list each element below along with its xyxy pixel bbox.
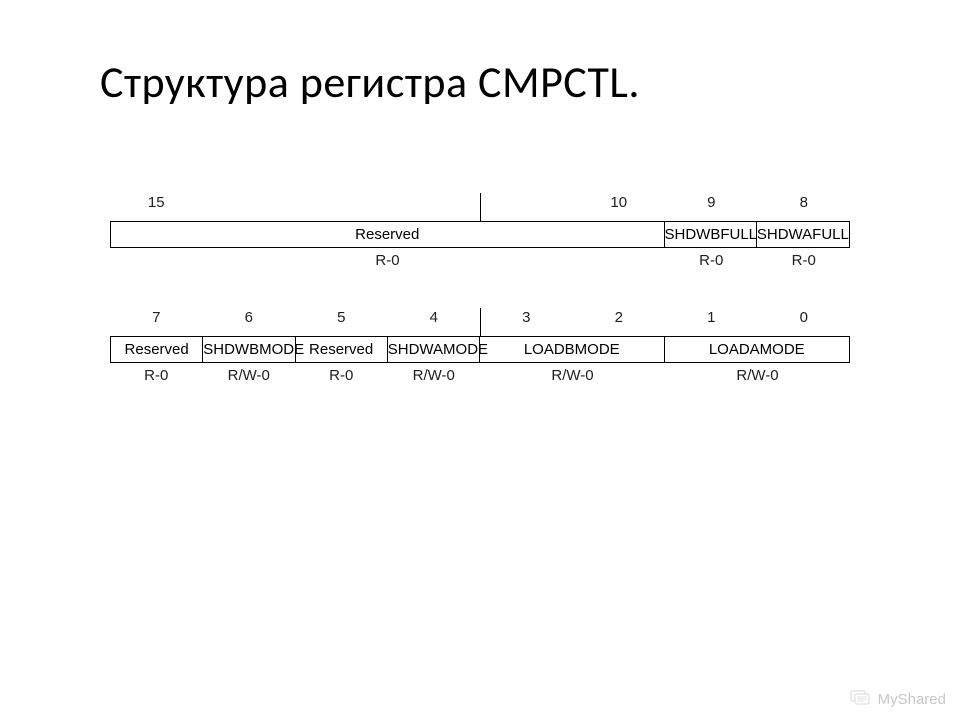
tick-row-low [110,330,850,336]
bit-label: 9 [665,190,758,215]
register-diagram: 15 10 9 8 Reserved SHDWBFULL SHDWAFULL R… [110,190,850,388]
bit-label [388,190,481,215]
access-row-high: R-0 R-0 R-0 [110,248,850,273]
bit-label: 2 [573,305,666,330]
bit-label: 10 [573,190,666,215]
bit-label [295,190,388,215]
access-label: R/W-0 [388,363,481,388]
field-row-high: Reserved SHDWBFULL SHDWAFULL [110,221,850,248]
bit-label [480,190,573,215]
bit-label: 15 [110,190,203,215]
access-label: R/W-0 [480,363,665,388]
watermark-text: MyShared [878,691,946,708]
access-label: R-0 [110,363,203,388]
bit-label: 0 [758,305,851,330]
midpoint-tick [480,308,481,336]
bit-label: 4 [388,305,481,330]
bit-label: 8 [758,190,851,215]
field-shdwbmode: SHDWBMODE [203,337,295,362]
access-label: R-0 [295,363,388,388]
field-reserved: Reserved [111,337,203,362]
field-loadbmode: LOADBMODE [480,337,665,362]
watermark: MyShared [850,688,946,710]
row-gap [110,273,850,305]
bit-label [203,190,296,215]
access-label: R-0 [758,248,851,273]
slide: Структура регистра CMPCTL. 15 10 9 8 Res… [0,0,960,720]
access-row-low: R-0 R/W-0 R-0 R/W-0 R/W-0 R/W-0 [110,363,850,388]
access-label: R/W-0 [665,363,850,388]
bit-label: 6 [203,305,296,330]
bit-label: 3 [480,305,573,330]
bit-label: 7 [110,305,203,330]
bit-label: 1 [665,305,758,330]
watermark-icon [850,688,872,710]
field-loadamode: LOADAMODE [665,337,850,362]
field-shdwbfull: SHDWBFULL [665,222,757,247]
field-row-low: Reserved SHDWBMODE Reserved SHDWAMODE LO… [110,336,850,363]
access-label: R-0 [665,248,758,273]
slide-title: Структура регистра CMPCTL. [100,55,640,109]
field-reserved: Reserved [111,222,665,247]
access-label: R/W-0 [203,363,296,388]
field-shdwafull: SHDWAFULL [757,222,849,247]
bit-label: 5 [295,305,388,330]
tick-row-high [110,215,850,221]
midpoint-tick [480,193,481,221]
field-shdwamode: SHDWAMODE [388,337,480,362]
field-reserved: Reserved [296,337,388,362]
access-label: R-0 [110,248,665,273]
